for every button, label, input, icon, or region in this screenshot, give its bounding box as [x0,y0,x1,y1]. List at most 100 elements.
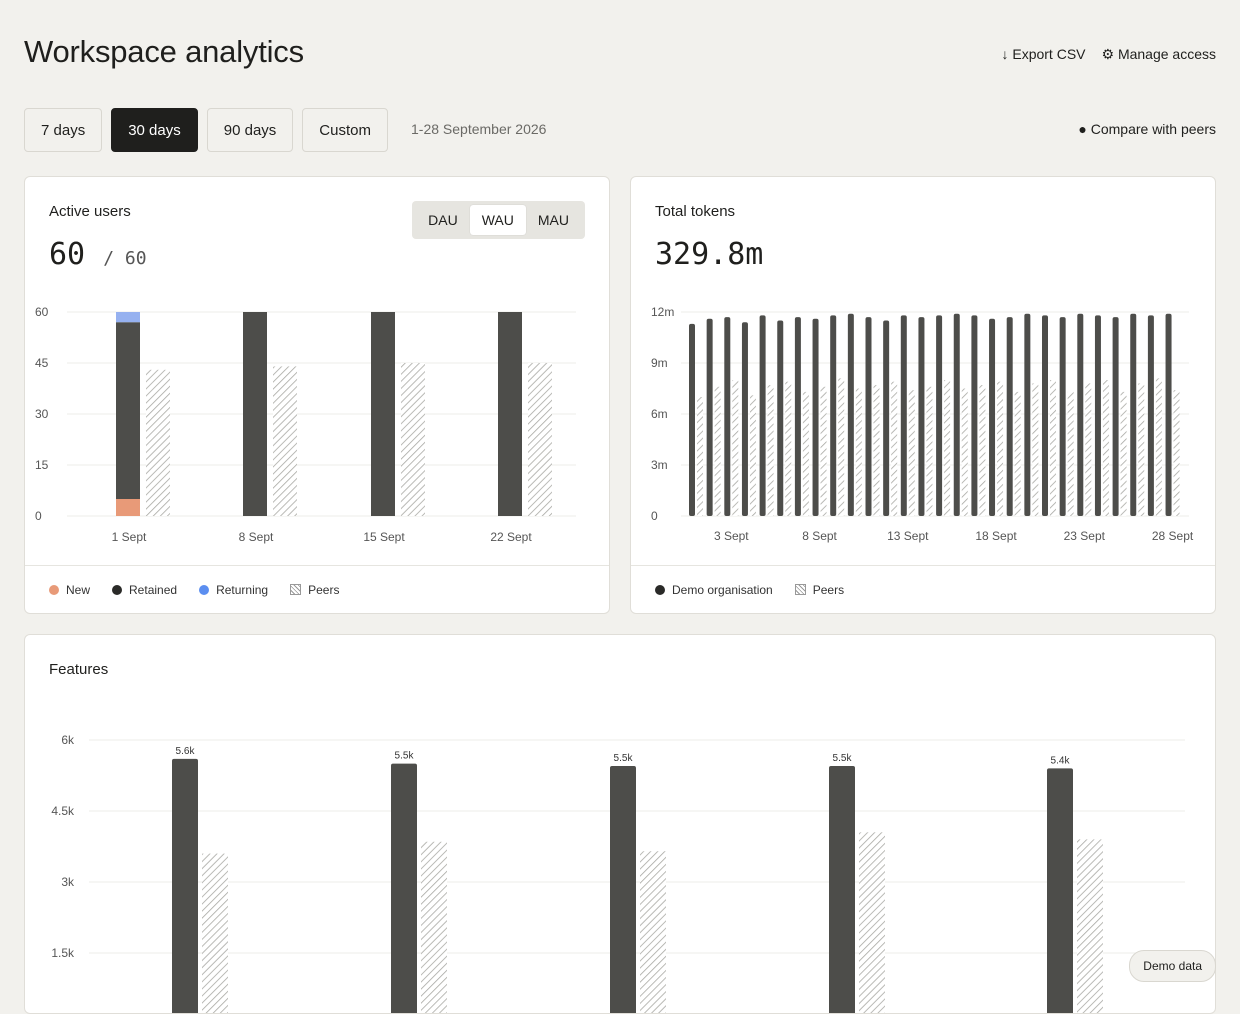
range-tab-custom[interactable]: Custom [302,108,388,152]
x-tick-label: 8 Sept [239,530,274,544]
toggle-wau[interactable]: WAU [469,205,526,235]
total-tokens-card: Total tokens 329.8m 0 3m 6m 9m 12m 3 Sept 8 Se… [630,176,1216,614]
org-bar [918,317,925,516]
feature-bar [1047,768,1073,1013]
returning-bar [116,312,140,323]
org-bar [741,322,748,516]
legend-peers: Peers [290,583,339,597]
x-tick-label: 3 Sept [714,529,749,543]
peers-bar [401,363,425,516]
peers-bar [1032,383,1039,516]
data-label: 5.4k [1051,755,1071,766]
legend-org: Demo organisation [655,583,773,597]
range-tab-30-days[interactable]: 30 days [111,108,198,152]
peers-bar [202,853,228,1013]
x-tick-label: 28 Sept [1152,529,1194,543]
peers-bar [697,397,703,516]
org-bar [1024,313,1031,516]
export-csv-button[interactable]: ↓ Export CSV [1001,46,1086,62]
features-card: Features 1.5k 3k 4.5k 6k 5.6k 5.5k 5.5k 5.5k 5.4… [24,634,1216,1014]
org-bar [1042,315,1048,516]
retained-bar [116,322,140,499]
peers-bar [1102,380,1109,516]
peers-bar [1120,391,1127,516]
toggle-dau[interactable]: DAU [428,212,458,228]
peers-bar [944,380,951,516]
y-tick-label: 0 [651,509,658,523]
org-bar [1165,313,1172,516]
org-bar [865,317,872,516]
card-title: Active users [49,203,131,220]
data-label: 5.5k [395,751,415,762]
org-bar [936,315,943,516]
peers-bar [1138,383,1145,516]
data-label: 5.5k [614,753,634,764]
org-bar [953,313,960,516]
peers-bar [640,851,666,1013]
org-bar [1006,317,1013,516]
y-tick-label: 1.5k [51,946,75,960]
peers-bar [1155,378,1162,516]
page-title: Workspace analytics [24,34,304,69]
peers-bar [820,386,827,516]
peers-bar [1067,391,1074,516]
y-tick-label: 6k [61,733,75,747]
legend-label: Demo organisation [672,582,773,597]
hatch-swatch-icon [794,584,806,595]
peers-bar [273,366,297,516]
org-bar [777,320,784,516]
active-users-card: Active users 60 / 60 DAU WAU MAU 0 15 30 45… [24,176,610,614]
y-tick-label: 45 [35,356,49,370]
features-chart: 1.5k 3k 4.5k 6k 5.6k 5.5k 5.5k 5.5k 5.4k [51,733,1185,1013]
compare-with-peers-toggle[interactable]: ● Compare with peers [1078,121,1216,137]
org-bar [883,320,890,516]
range-tabs: 7 days 30 days 90 days Custom [24,108,388,152]
manage-access-button[interactable]: ⚙ Manage access [1101,46,1217,62]
peers-bar [908,390,915,516]
peers-bar [802,391,809,516]
x-tick-label: 15 Sept [363,530,405,544]
peers-bar [421,841,447,1013]
peers-bar [855,388,862,516]
x-tick-label: 13 Sept [887,529,929,543]
y-tick-label: 15 [35,458,49,472]
peers-bar [1173,390,1180,516]
peers-bar [926,386,933,516]
range-tab-90-days[interactable]: 90 days [206,108,294,152]
legend-label: Peers [812,582,845,597]
active-users-chart: 0 15 30 45 60 1 Sept 8 Sept 15 Sept 22 Sept [35,305,576,544]
card-title: Total tokens [655,203,736,220]
peers-bar [979,385,986,516]
total-tokens-chart: 0 3m 6m 9m 12m 3 Sept 8 Sept 13 Sept 18 Sept 23 S… [651,305,1194,543]
active-users-legend: New Retained Returning Peers [25,565,609,613]
returning-dot-icon [199,584,210,595]
org-bar [724,317,731,516]
peers-bar [873,385,880,516]
legend-peers: Peers [794,582,845,597]
demo-data-badge[interactable]: Demo data [1129,950,1216,982]
peers-bar [767,385,774,516]
org-bar [989,318,996,516]
peers-bar [961,388,968,516]
org-bar [1130,313,1137,516]
peers-bar [714,386,721,516]
peers-bar [859,832,885,1013]
x-tick-label: 1 Sept [112,530,147,544]
retained-bar [371,312,395,516]
org-bar [971,315,978,516]
retained-dot-icon [112,584,123,595]
org-bar [689,323,695,516]
peers-bar [785,381,792,516]
retained-bar [498,312,522,516]
range-tab-7-days[interactable]: 7 days [24,108,103,152]
x-tick-label: 22 Sept [490,530,532,544]
org-bar [812,318,819,516]
org-bar [759,315,766,516]
y-tick-label: 0 [35,509,42,523]
data-label: 5.5k [833,753,853,764]
org-dot-icon [655,584,665,595]
x-tick-label: 18 Sept [975,529,1017,543]
org-bar [794,317,801,516]
toggle-mau[interactable]: MAU [537,212,569,228]
active-users-value: 60 / 60 [49,237,147,272]
